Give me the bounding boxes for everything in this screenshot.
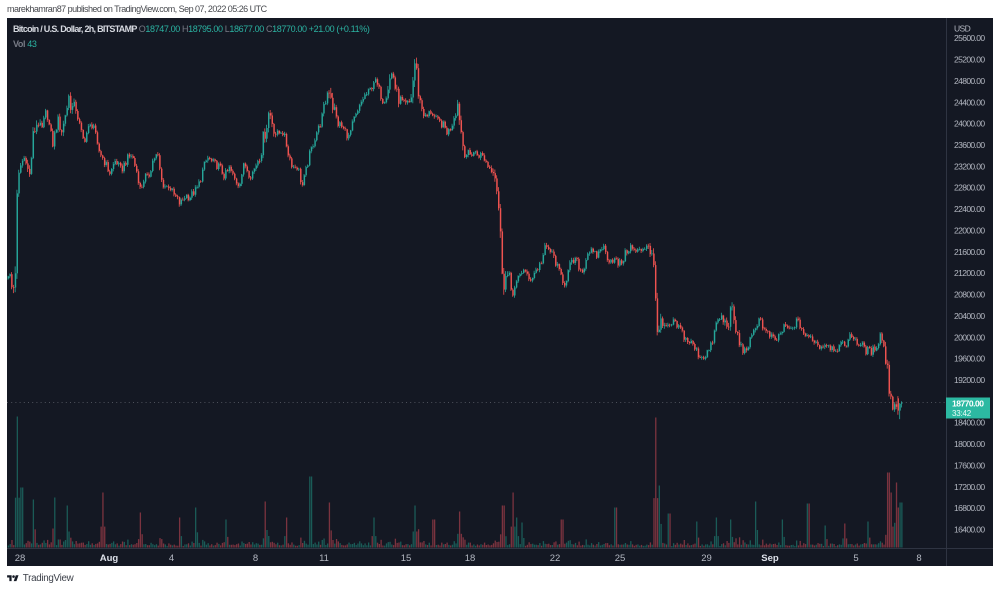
svg-text:23200.00: 23200.00 <box>954 161 985 171</box>
svg-text:25: 25 <box>615 553 626 564</box>
svg-text:Sep: Sep <box>761 553 779 564</box>
svg-text:24400.00: 24400.00 <box>954 97 985 107</box>
svg-text:22400.00: 22400.00 <box>954 204 985 214</box>
svg-text:5: 5 <box>853 553 858 564</box>
svg-text:22800.00: 22800.00 <box>954 183 985 193</box>
svg-text:8: 8 <box>916 553 921 564</box>
svg-text:22000.00: 22000.00 <box>954 226 985 236</box>
svg-text:19600.00: 19600.00 <box>954 354 985 364</box>
svg-text:Aug: Aug <box>100 553 119 564</box>
svg-text:18000.00: 18000.00 <box>954 439 985 449</box>
svg-text:21600.00: 21600.00 <box>954 247 985 257</box>
svg-text:15: 15 <box>401 553 412 564</box>
svg-text:33:42: 33:42 <box>952 409 972 418</box>
svg-text:25600.00: 25600.00 <box>954 33 985 43</box>
svg-text:20400.00: 20400.00 <box>954 311 985 321</box>
svg-text:4: 4 <box>169 553 174 564</box>
svg-text:16400.00: 16400.00 <box>954 525 985 535</box>
svg-text:20800.00: 20800.00 <box>954 290 985 300</box>
svg-text:18770.00: 18770.00 <box>952 399 984 409</box>
svg-text:24000.00: 24000.00 <box>954 119 985 129</box>
svg-text:18400.00: 18400.00 <box>954 418 985 428</box>
svg-text:23600.00: 23600.00 <box>954 140 985 150</box>
svg-text:USD: USD <box>954 24 971 34</box>
svg-text:17200.00: 17200.00 <box>954 482 985 492</box>
svg-text:19200.00: 19200.00 <box>954 375 985 385</box>
svg-text:17600.00: 17600.00 <box>954 460 985 470</box>
svg-text:11: 11 <box>319 553 329 564</box>
svg-text:22: 22 <box>550 553 561 564</box>
svg-text:24800.00: 24800.00 <box>954 76 985 86</box>
svg-text:18: 18 <box>465 553 476 564</box>
svg-text:28: 28 <box>15 553 26 564</box>
svg-text:16800.00: 16800.00 <box>954 503 985 513</box>
svg-text:21200.00: 21200.00 <box>954 268 985 278</box>
svg-text:20000.00: 20000.00 <box>954 332 985 342</box>
svg-text:29: 29 <box>701 553 712 564</box>
svg-text:25200.00: 25200.00 <box>954 55 985 65</box>
svg-text:8: 8 <box>253 553 258 564</box>
